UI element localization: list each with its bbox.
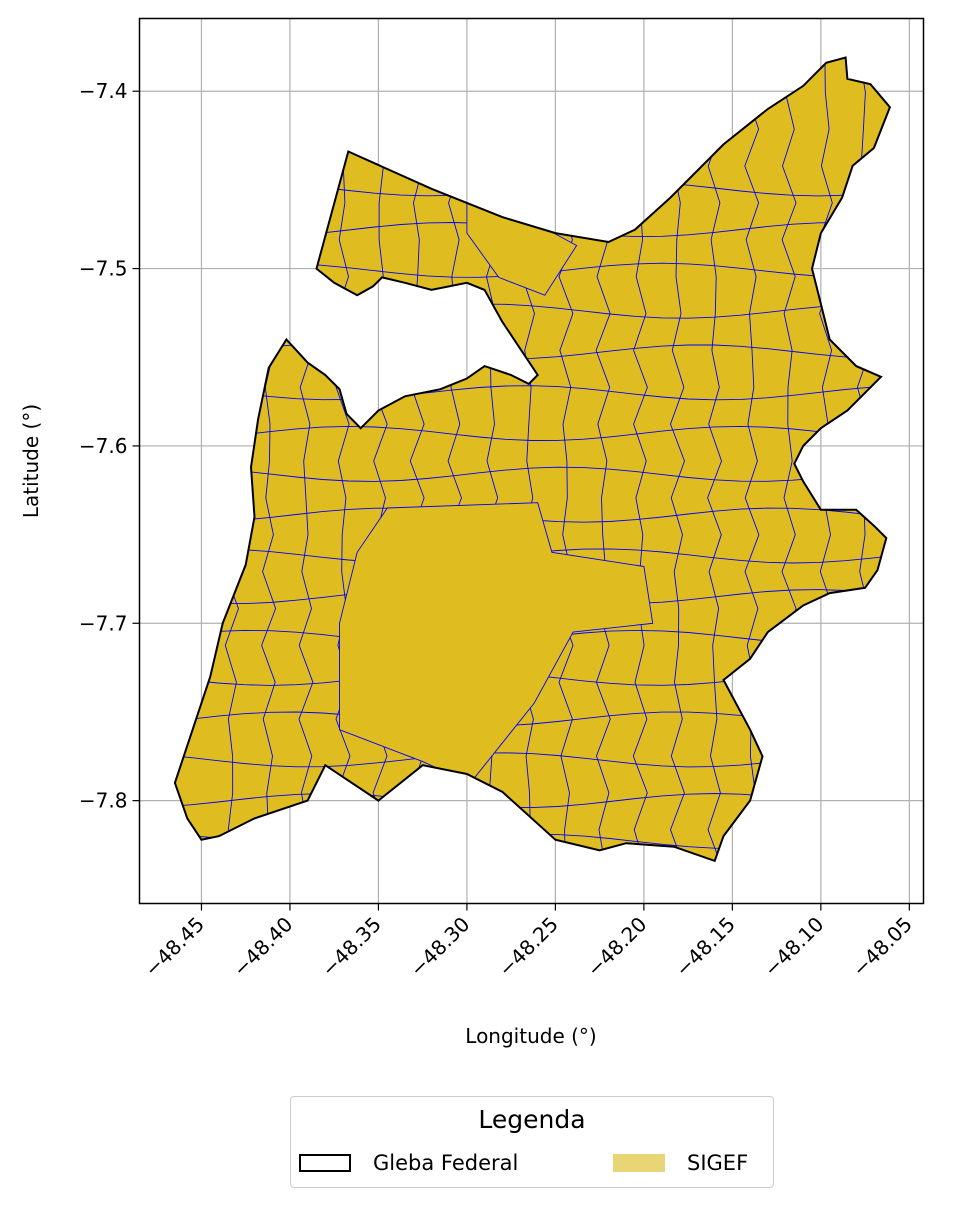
legend-item-sigef: SIGEF — [613, 1151, 748, 1175]
x-tick-label: −48.45 — [140, 912, 209, 981]
x-tick-label: −48.15 — [671, 912, 740, 981]
y-tick-label: −7.8 — [79, 789, 128, 813]
parcel-boundary-line — [174, 425, 890, 441]
legend-label-sigef: SIGEF — [687, 1151, 749, 1175]
y-tick-label: −7.4 — [79, 79, 128, 103]
y-axis-title: Latitude (°) — [19, 404, 43, 518]
gleba-federal-outline — [173, 56, 892, 863]
parcel-boundary-line — [174, 466, 890, 482]
legend-label-gleba-federal: Gleba Federal — [373, 1151, 519, 1175]
x-tick-label: −48.35 — [317, 912, 386, 981]
y-tick-label: −7.5 — [79, 257, 128, 281]
x-tick-label: −48.25 — [494, 912, 563, 981]
x-tick-label: −48.10 — [759, 912, 828, 981]
x-axis-title: Longitude (°) — [465, 1024, 596, 1048]
y-tick-label: −7.6 — [79, 434, 128, 458]
legend-item-gleba-federal: Gleba Federal — [299, 1151, 518, 1175]
x-tick-label: −48.05 — [848, 912, 917, 981]
x-tick-label: −48.30 — [405, 912, 474, 981]
legend-swatch-outline — [299, 1154, 351, 1172]
x-axis-ticks: −48.45 −48.40 −48.35 −48.30 −48.25 −48.20 −48.… — [140, 903, 917, 981]
large-parcel — [339, 502, 654, 784]
parcel-boundary-line — [174, 385, 890, 401]
x-tick-label: −48.20 — [582, 912, 651, 981]
legend-title: Legenda — [478, 1105, 586, 1134]
parcel-boundary-line — [707, 57, 723, 861]
sigef-fill-area — [174, 57, 890, 861]
x-tick-label: −48.40 — [228, 912, 297, 981]
y-axis-ticks: −7.4 −7.5 −7.6 −7.7 −7.8 — [79, 79, 140, 813]
legend-swatch-fill — [613, 1154, 665, 1172]
legend: Legenda Gleba Federal SIGEF — [290, 1096, 774, 1188]
parcel-boundary-line — [744, 57, 760, 861]
plot-frame — [138, 17, 925, 905]
parcel-boundary-line — [174, 833, 890, 849]
y-tick-label: −7.7 — [79, 611, 128, 635]
